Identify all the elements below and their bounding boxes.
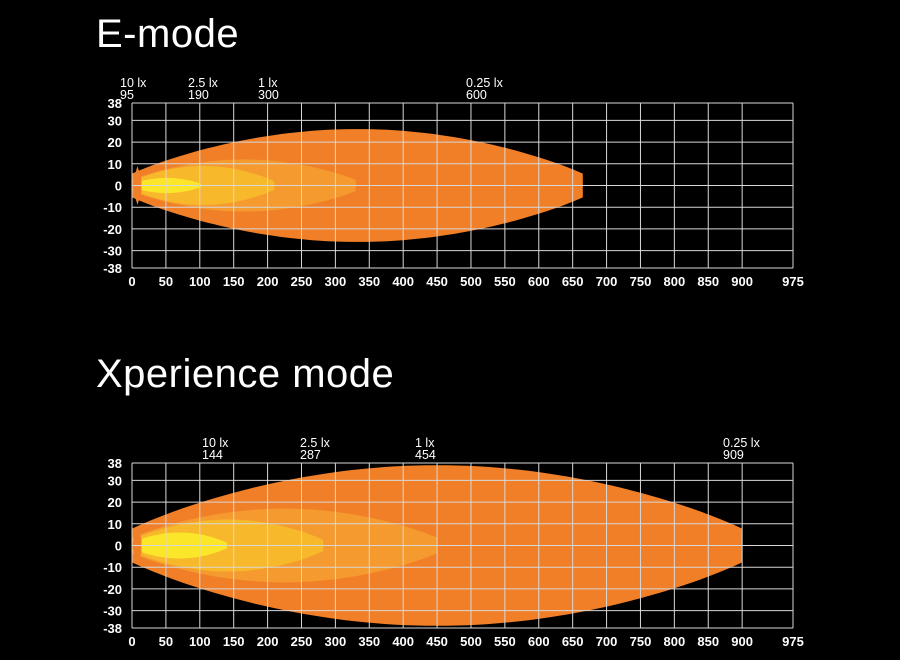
x-tick-label: 350 [358,274,380,289]
x-tick-label: 700 [596,634,618,649]
iso-lux-label: 0.25 lx [466,76,504,90]
x-tick-label: 900 [731,274,753,289]
y-tick-label: 20 [108,495,122,510]
x-tick-label: 350 [358,634,380,649]
x-tick-label: 150 [223,634,245,649]
x-tick-label: 100 [189,274,211,289]
iso-lux-distance: 190 [188,88,209,102]
iso-lux-label: 1 lx [258,76,278,90]
y-tick-label: 0 [115,179,122,194]
x-tick-label: 0 [128,634,135,649]
y-tick-label: -10 [103,560,122,575]
iso-lux-distance: 95 [120,88,134,102]
beam-chart-e-mode: 0 50 100 150 200 250 300 350 400 450 500 550 600 650 7… [103,76,804,289]
x-tick-label: 300 [325,634,347,649]
x-tick-label: 400 [392,274,414,289]
x-tick-label: 550 [494,634,516,649]
y-tick-label: 38 [108,456,122,471]
x-tick-label: 500 [460,274,482,289]
iso-lux-label: 2.5 lx [300,436,331,450]
x-tick-label: 500 [460,634,482,649]
x-tick-label: 250 [291,274,313,289]
y-tick-label: 30 [108,473,122,488]
x-tick-label: 975 [782,274,804,289]
x-tick-label: 800 [664,274,686,289]
y-tick-label: -10 [103,200,122,215]
x-tick-label: 50 [159,634,173,649]
y-tick-label: 10 [108,157,122,172]
y-tick-label: 38 [108,96,122,111]
x-tick-label: 750 [630,634,652,649]
y-tick-label: -20 [103,582,122,597]
x-tick-label: 800 [664,634,686,649]
y-tick-label: -30 [103,604,122,619]
iso-lux-distance: 287 [300,448,321,462]
chart-title-xperience-mode: Xperience mode [96,352,395,396]
x-tick-label: 200 [257,274,279,289]
x-tick-label: 0 [128,274,135,289]
x-tick-label: 400 [392,634,414,649]
grid [131,462,794,629]
x-tick-label: 650 [562,274,584,289]
x-tick-label: 850 [697,274,719,289]
x-tick-label: 975 [782,634,804,649]
x-tick-label: 450 [426,274,448,289]
iso-lux-label: 10 lx [120,76,147,90]
x-tick-label: 250 [291,634,313,649]
x-tick-label: 50 [159,274,173,289]
y-tick-label: -38 [103,621,122,636]
y-tick-label: 30 [108,113,122,128]
x-tick-label: 700 [596,274,618,289]
x-tick-label: 100 [189,634,211,649]
grid [131,102,794,269]
iso-lux-label: 1 lx [415,436,435,450]
y-tick-label: -38 [103,261,122,276]
y-tick-label: -30 [103,244,122,259]
iso-lux-distance: 600 [466,88,487,102]
iso-lux-distance: 909 [723,448,744,462]
chart-title-e-mode: E-mode [96,12,240,56]
x-tick-label: 450 [426,634,448,649]
x-tick-label: 600 [528,634,550,649]
y-tick-label: 10 [108,517,122,532]
iso-lux-distance: 300 [258,88,279,102]
y-tick-label: 20 [108,135,122,150]
x-tick-label: 850 [697,634,719,649]
x-tick-label: 150 [223,274,245,289]
iso-lux-label: 2.5 lx [188,76,219,90]
x-tick-label: 750 [630,274,652,289]
x-tick-label: 300 [325,274,347,289]
beam-chart-xperience-mode: 0 50 100 150 200 250 300 350 400 450 500 550 600 650 7… [103,436,804,649]
x-tick-label: 900 [731,634,753,649]
iso-lux-label: 0.25 lx [723,436,761,450]
y-tick-label: 0 [115,539,122,554]
x-tick-label: 550 [494,274,516,289]
y-tick-label: -20 [103,222,122,237]
iso-lux-distance: 144 [202,448,223,462]
x-tick-label: 600 [528,274,550,289]
x-tick-label: 200 [257,634,279,649]
iso-lux-label: 10 lx [202,436,229,450]
iso-lux-distance: 454 [415,448,436,462]
x-tick-label: 650 [562,634,584,649]
